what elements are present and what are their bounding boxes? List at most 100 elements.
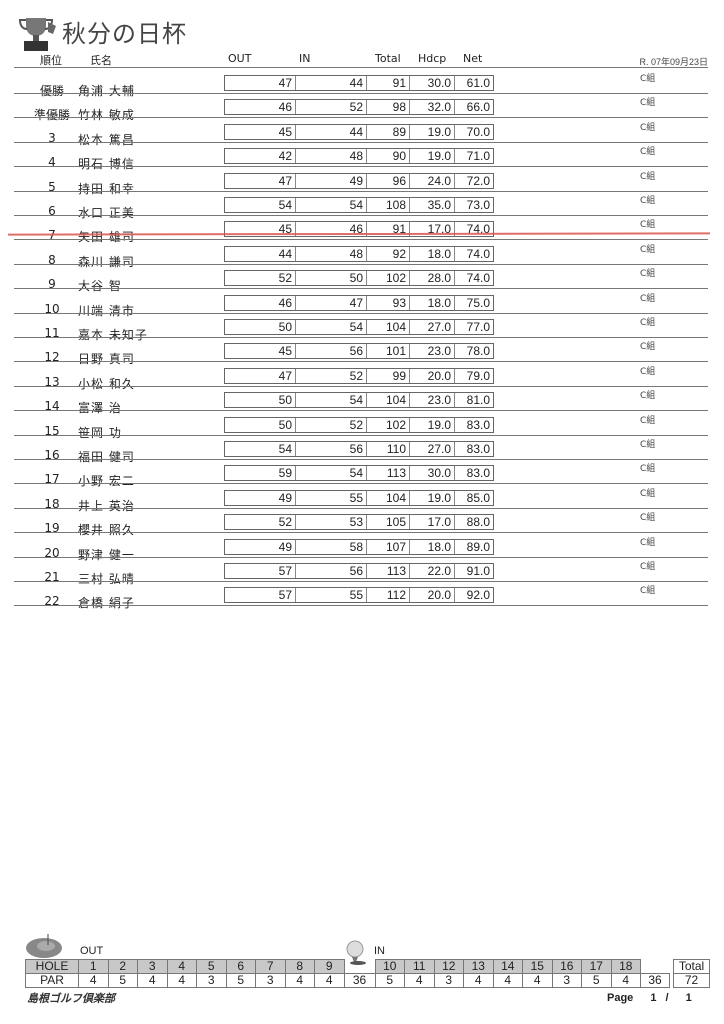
rank: 20: [44, 545, 60, 560]
in-score: 50: [296, 271, 367, 286]
hole-par: 5: [374, 973, 405, 988]
net-score: 75.0: [466, 295, 490, 310]
row-divider: [14, 361, 708, 363]
in-score: 47: [296, 295, 367, 310]
result-row: 5 持田 和幸 47 49 96 24.0 72.0 C組: [0, 167, 724, 196]
header-divider: [14, 67, 708, 68]
handicap: 23.0: [410, 344, 455, 359]
row-divider: [14, 459, 708, 460]
rank: 8: [48, 252, 56, 267]
result-row: 4 明石 博信 42 48 90 19.0 71.0 C組: [0, 142, 724, 171]
handicap: 32.0: [410, 100, 455, 115]
hole-number: 5: [196, 959, 227, 974]
group-label: C組: [640, 415, 656, 426]
net-score: 92.0: [466, 588, 490, 603]
out-score: 47: [225, 76, 296, 90]
handicap: 19.0: [410, 149, 455, 164]
out-label: OUT: [80, 945, 104, 957]
in-score: 56: [296, 442, 367, 456]
result-row: 3 松本 篤昌 45 44 89 19.0 70.0 C組: [0, 118, 724, 147]
player-name: 森川 謙司: [78, 254, 135, 269]
rank: 6: [48, 204, 56, 218]
out-score: 57: [225, 588, 296, 603]
result-row: 11 嘉本 未知子 50 54 104 27.0 77.0 C組: [0, 313, 724, 342]
in-score: 52: [296, 368, 367, 383]
blank-cell: [344, 960, 375, 974]
out-score: 54: [225, 442, 296, 456]
in-score: 58: [296, 539, 367, 554]
row-divider: [14, 141, 708, 143]
player-name: 笹岡 功: [78, 425, 122, 440]
hole-par: 4: [284, 973, 315, 988]
result-row: 13 小松 和久 47 52 99 20.0 79.0 C組: [0, 362, 724, 391]
out-score: 47: [225, 368, 296, 383]
rank: 16: [44, 448, 60, 462]
out-score: 45: [225, 344, 296, 359]
in-score: 44: [296, 76, 367, 90]
score-box: 50 52 102 19.0 83.0: [224, 416, 494, 433]
row-divider: [14, 581, 708, 582]
score-box: 52 53 105 17.0 88.0: [224, 514, 494, 531]
in-score: 52: [296, 417, 367, 432]
blank-cell: [641, 960, 670, 974]
out-score: 46: [225, 100, 296, 115]
in-par-total: 36: [640, 973, 670, 988]
page-title: 秋分の日杯: [62, 20, 187, 48]
score-box: 44 48 92 18.0 74.0: [224, 245, 494, 262]
score-box: 47 52 99 20.0 79.0: [224, 367, 494, 384]
handicap: 22.0: [410, 564, 455, 578]
total-score: 102: [367, 417, 410, 432]
hole-par: 4: [78, 973, 109, 988]
group-label: C組: [640, 440, 656, 450]
result-row: 14 富澤 治 50 54 104 23.0 81.0 C組: [0, 386, 724, 415]
result-row: 17 小野 宏二 59 54 113 30.0 83.0 C組: [0, 459, 724, 488]
net-score: 77.0: [466, 320, 490, 334]
rank: 準優勝: [33, 108, 70, 123]
net-score: 85.0: [466, 490, 490, 505]
hole-number: 1: [78, 959, 109, 974]
row-divider: [14, 507, 708, 509]
handicap: 20.0: [410, 588, 455, 603]
group-label: C組: [640, 244, 656, 255]
player-name: 櫻井 照久: [78, 523, 135, 538]
hole-number: 2: [107, 959, 138, 974]
out-score: 57: [225, 564, 296, 578]
in-score: 48: [296, 149, 367, 164]
player-name: 水口 正美: [78, 206, 135, 220]
net-score: 72.0: [466, 173, 490, 188]
group-label: C組: [640, 586, 656, 597]
player-name: 川端 清市: [78, 303, 135, 318]
score-box: 49 55 104 19.0 85.0: [224, 489, 494, 506]
group-label: C組: [640, 269, 656, 280]
score-box: 47 49 96 24.0 72.0: [224, 172, 494, 189]
par-table: HOLE 1 2 3 4 5 6 7 8 9 10 11 12 13 14 15 16 17 18 Total PAR…: [25, 959, 710, 988]
hole-par: 4: [137, 973, 168, 988]
total-score: 96: [367, 173, 410, 188]
handicap: 20.0: [410, 368, 455, 383]
total-score: 93: [367, 295, 410, 310]
result-row: 18 井上 英治 49 55 104 19.0 85.0 C組: [0, 484, 724, 513]
hole-number: 3: [137, 959, 168, 974]
rank: 5: [48, 179, 56, 194]
out-score: 52: [225, 271, 296, 286]
rank: 14: [44, 399, 60, 414]
hole-par: 3: [433, 973, 464, 988]
player-name: 倉橋 絹子: [78, 596, 135, 611]
header-name: 氏名: [90, 54, 112, 67]
rank: 17: [44, 472, 60, 487]
in-score: 54: [296, 466, 367, 481]
handicap: 27.0: [410, 442, 455, 456]
row-divider: [14, 483, 708, 485]
hole-number: 13: [463, 959, 494, 974]
row-divider: [14, 605, 708, 607]
player-name: 大谷 智: [78, 279, 122, 294]
handicap: 30.0: [410, 466, 455, 481]
out-score: 59: [225, 466, 296, 481]
row-divider: [14, 93, 708, 94]
row-divider: [14, 263, 708, 265]
rank: 3: [48, 130, 56, 145]
score-box: 50 54 104 23.0 81.0: [224, 392, 494, 409]
header-total: Total: [375, 52, 401, 65]
rank: 11: [44, 326, 60, 340]
total-score: 90: [367, 149, 410, 164]
